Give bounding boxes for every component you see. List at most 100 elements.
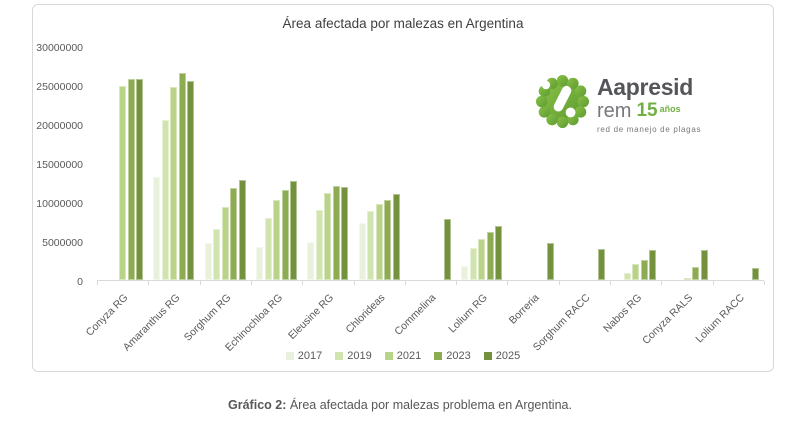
bar-slot bbox=[264, 47, 272, 280]
legend-label: 2021 bbox=[396, 350, 422, 362]
bar-groups bbox=[97, 47, 764, 281]
bar-group bbox=[456, 47, 507, 280]
x-category-label-text: Conyza RALS bbox=[640, 291, 696, 347]
bar bbox=[367, 211, 375, 280]
bar-slot bbox=[461, 47, 469, 280]
bar-slot bbox=[478, 47, 486, 280]
bar-slot bbox=[230, 47, 238, 280]
bar-slot bbox=[751, 47, 759, 280]
bar-group bbox=[713, 47, 764, 280]
legend-swatch bbox=[335, 352, 344, 360]
bar bbox=[392, 194, 400, 280]
bar-slot bbox=[513, 47, 520, 280]
bar bbox=[461, 265, 469, 280]
y-tick-label: 30000000 bbox=[36, 42, 83, 54]
bar bbox=[649, 249, 657, 280]
legend-label: 2017 bbox=[297, 350, 323, 362]
bar bbox=[178, 73, 186, 280]
y-tick-label: 10000000 bbox=[36, 198, 83, 210]
x-axis-tick bbox=[456, 281, 458, 285]
bar-slot bbox=[649, 47, 657, 280]
bar-slot bbox=[161, 47, 169, 280]
legend-label: 2023 bbox=[446, 350, 471, 362]
x-axis-tick bbox=[404, 281, 406, 285]
chart-container: Área afectada por malezas en Argentina 0… bbox=[32, 4, 774, 372]
bar bbox=[204, 243, 212, 280]
bar bbox=[161, 120, 169, 280]
bar-slot bbox=[273, 47, 281, 280]
bar-group bbox=[200, 47, 251, 280]
bar bbox=[136, 78, 144, 280]
figure-caption: Gráfico 2: Área afectada por malezas pro… bbox=[0, 398, 800, 412]
bar-group bbox=[661, 47, 712, 280]
x-axis-tick bbox=[97, 281, 98, 285]
bar-slot bbox=[290, 47, 298, 280]
bar bbox=[281, 190, 289, 280]
bar bbox=[153, 177, 161, 280]
bar-slot bbox=[419, 47, 426, 280]
bar-slot bbox=[735, 47, 742, 280]
bar bbox=[256, 247, 264, 280]
logo-text: Aapresid rem 15 años red de manejo de pl… bbox=[597, 75, 701, 134]
x-axis-tick bbox=[250, 281, 252, 285]
bar-slot bbox=[213, 47, 221, 280]
bar bbox=[127, 78, 135, 280]
bar-slot bbox=[341, 47, 349, 280]
legend-swatch bbox=[483, 352, 492, 360]
bar bbox=[119, 85, 127, 280]
bar-slot bbox=[444, 47, 452, 280]
x-axis-tick bbox=[558, 281, 560, 285]
bar-slot bbox=[170, 47, 178, 280]
bar-group bbox=[405, 47, 456, 280]
bar-slot bbox=[324, 47, 332, 280]
legend-item: 2017 bbox=[285, 350, 323, 362]
bar-slot bbox=[238, 47, 246, 280]
aapresid-rem-logo: Aapresid rem 15 años red de manejo de pl… bbox=[535, 75, 701, 134]
x-axis-tick bbox=[353, 281, 355, 285]
bar bbox=[230, 187, 238, 280]
y-tick-label: 0 bbox=[77, 276, 83, 288]
bar-slot bbox=[683, 47, 691, 280]
bar bbox=[238, 180, 246, 280]
bar bbox=[332, 185, 340, 280]
bar-slot bbox=[640, 47, 648, 280]
x-axis-tick bbox=[302, 281, 304, 285]
x-axis-tick bbox=[712, 281, 714, 285]
bar bbox=[486, 231, 494, 280]
x-category-label-text: Lolium RACC bbox=[693, 291, 747, 346]
bar bbox=[444, 219, 452, 280]
logo-anniversary-suffix: años bbox=[659, 104, 681, 114]
bar-slot bbox=[358, 47, 366, 280]
bar bbox=[683, 277, 691, 280]
bar-slot bbox=[281, 47, 289, 280]
y-axis: 0 5000000 10000000 15000000 20000000 25000000… bbox=[33, 42, 89, 288]
y-tick-label: 15000000 bbox=[36, 159, 83, 171]
bar-group bbox=[148, 47, 199, 280]
logo-anniversary-number: 15 bbox=[636, 100, 658, 121]
bar-group bbox=[97, 47, 148, 280]
x-category-label-text: Lolium RG bbox=[446, 291, 491, 336]
legend-swatch bbox=[434, 352, 443, 360]
bar-group bbox=[302, 47, 353, 280]
bar-slot bbox=[102, 47, 109, 280]
logo-tagline: red de manejo de plagas bbox=[597, 125, 702, 134]
x-category-label-text: Eleusine RG bbox=[285, 291, 337, 342]
bar-slot bbox=[486, 47, 494, 280]
bar bbox=[315, 209, 323, 280]
x-category-label-text: Borreria bbox=[506, 291, 542, 327]
bar bbox=[324, 192, 332, 280]
bar-slot bbox=[315, 47, 323, 280]
bar bbox=[469, 248, 477, 280]
x-axis-tick bbox=[661, 281, 663, 285]
y-tick-label: 5000000 bbox=[42, 237, 83, 249]
bar-slot bbox=[718, 47, 725, 280]
bar-slot bbox=[700, 47, 708, 280]
bar bbox=[478, 238, 486, 280]
y-tick-label: 20000000 bbox=[36, 120, 83, 132]
bar bbox=[632, 263, 640, 280]
bar bbox=[597, 248, 605, 280]
bar-group bbox=[251, 47, 302, 280]
bar-slot bbox=[136, 47, 144, 280]
bar-slot bbox=[546, 47, 554, 280]
bar-slot bbox=[410, 47, 417, 280]
